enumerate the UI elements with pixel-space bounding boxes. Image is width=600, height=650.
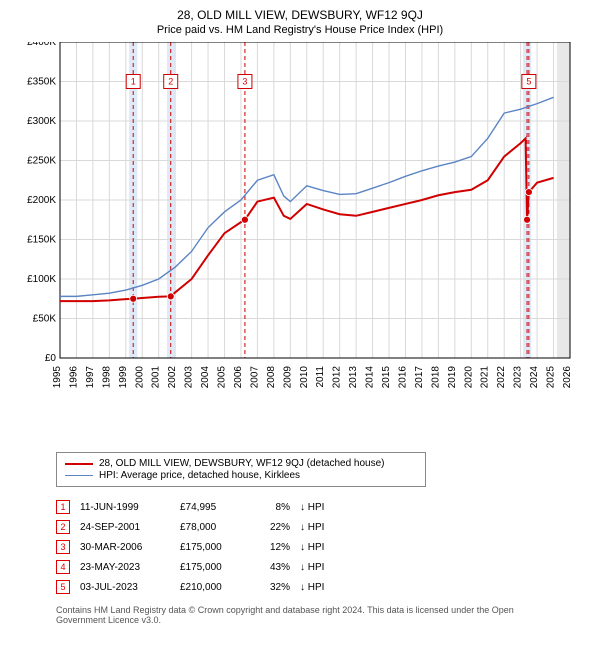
legend-label: HPI: Average price, detached house, Kirk… [99, 470, 300, 481]
svg-text:£350K: £350K [27, 77, 56, 88]
event-row: 1 11-JUN-1999£74,9958%↓ HPI [56, 499, 334, 515]
svg-text:2003: 2003 [184, 366, 195, 389]
svg-text:2017: 2017 [414, 366, 425, 389]
svg-text:2: 2 [168, 77, 173, 87]
svg-text:3: 3 [242, 77, 247, 87]
legend-item: 28, OLD MILL VIEW, DEWSBURY, WF12 9QJ (d… [65, 458, 417, 469]
svg-text:2005: 2005 [217, 366, 228, 389]
svg-text:2021: 2021 [480, 366, 491, 389]
svg-text:2010: 2010 [299, 366, 310, 389]
svg-text:2011: 2011 [315, 366, 326, 388]
svg-text:£100K: £100K [27, 274, 56, 285]
event-row: 5 03-JUL-2023£210,00032%↓ HPI [56, 579, 334, 595]
event-date: 03-JUL-2023 [80, 579, 180, 595]
events-table: 111-JUN-1999£74,9958%↓ HPI224-SEP-2001£7… [56, 495, 588, 599]
event-direction: ↓ HPI [300, 579, 334, 595]
svg-text:2018: 2018 [430, 366, 441, 389]
event-date: 24-SEP-2001 [80, 519, 180, 535]
event-price: £210,000 [180, 579, 260, 595]
svg-text:£300K: £300K [27, 116, 56, 127]
svg-text:1998: 1998 [101, 366, 112, 389]
svg-text:2026: 2026 [562, 366, 573, 389]
event-marker: 2 [56, 520, 70, 534]
svg-text:2001: 2001 [151, 366, 162, 389]
svg-text:£200K: £200K [27, 195, 56, 206]
svg-text:£50K: £50K [33, 314, 57, 325]
event-pct: 43% [260, 559, 300, 575]
svg-text:2002: 2002 [167, 366, 178, 389]
event-pct: 12% [260, 539, 300, 555]
event-price: £74,995 [180, 499, 260, 515]
event-row: 4 23-MAY-2023£175,00043%↓ HPI [56, 559, 334, 575]
svg-text:2015: 2015 [381, 366, 392, 389]
event-direction: ↓ HPI [300, 559, 334, 575]
event-marker: 3 [56, 540, 70, 554]
svg-text:2025: 2025 [546, 366, 557, 389]
svg-text:1999: 1999 [118, 366, 129, 389]
legend: 28, OLD MILL VIEW, DEWSBURY, WF12 9QJ (d… [56, 452, 426, 487]
svg-text:£250K: £250K [27, 156, 56, 167]
event-pct: 22% [260, 519, 300, 535]
event-row: 2 24-SEP-2001£78,00022%↓ HPI [56, 519, 334, 535]
event-price: £175,000 [180, 559, 260, 575]
svg-text:2008: 2008 [266, 366, 277, 389]
event-direction: ↓ HPI [300, 499, 334, 515]
svg-text:2013: 2013 [348, 366, 359, 389]
event-date: 30-MAR-2006 [80, 539, 180, 555]
event-price: £175,000 [180, 539, 260, 555]
event-direction: ↓ HPI [300, 539, 334, 555]
event-price: £78,000 [180, 519, 260, 535]
event-direction: ↓ HPI [300, 519, 334, 535]
svg-text:2014: 2014 [365, 366, 376, 389]
legend-swatch [65, 463, 93, 465]
svg-text:2007: 2007 [249, 366, 260, 389]
event-pct: 32% [260, 579, 300, 595]
svg-text:1996: 1996 [68, 366, 79, 389]
svg-text:2006: 2006 [233, 366, 244, 389]
svg-text:2022: 2022 [496, 366, 507, 389]
svg-text:1: 1 [131, 77, 136, 87]
svg-text:2023: 2023 [513, 366, 524, 389]
svg-text:1995: 1995 [52, 366, 63, 389]
svg-text:1997: 1997 [85, 366, 96, 389]
svg-text:2009: 2009 [282, 366, 293, 389]
event-pct: 8% [260, 499, 300, 515]
svg-text:2019: 2019 [447, 366, 458, 389]
legend-swatch [65, 475, 93, 476]
svg-text:£400K: £400K [27, 42, 56, 48]
legend-label: 28, OLD MILL VIEW, DEWSBURY, WF12 9QJ (d… [99, 458, 385, 469]
svg-text:2012: 2012 [332, 366, 343, 389]
event-marker: 5 [56, 580, 70, 594]
svg-text:2020: 2020 [463, 366, 474, 389]
footer-attribution: Contains HM Land Registry data © Crown c… [56, 605, 556, 625]
chart-svg: £0 £50K £100K £150K £200K £250K £300K £350K £400… [12, 42, 588, 402]
event-marker: 4 [56, 560, 70, 574]
legend-item: HPI: Average price, detached house, Kirk… [65, 470, 417, 481]
chart-title: 28, OLD MILL VIEW, DEWSBURY, WF12 9QJ [12, 8, 588, 22]
svg-text:5: 5 [526, 77, 531, 87]
event-row: 3 30-MAR-2006£175,00012%↓ HPI [56, 539, 334, 555]
chart-area: £0 £50K £100K £150K £200K £250K £300K £350K £400… [12, 42, 588, 402]
svg-text:2004: 2004 [200, 366, 211, 389]
event-date: 11-JUN-1999 [80, 499, 180, 515]
svg-text:2016: 2016 [397, 366, 408, 389]
chart-subtitle: Price paid vs. HM Land Registry's House … [12, 24, 588, 36]
svg-text:£150K: £150K [27, 235, 56, 246]
event-date: 23-MAY-2023 [80, 559, 180, 575]
svg-text:2000: 2000 [134, 366, 145, 389]
svg-text:£0: £0 [45, 353, 57, 364]
event-marker: 1 [56, 500, 70, 514]
svg-text:2024: 2024 [529, 366, 540, 389]
